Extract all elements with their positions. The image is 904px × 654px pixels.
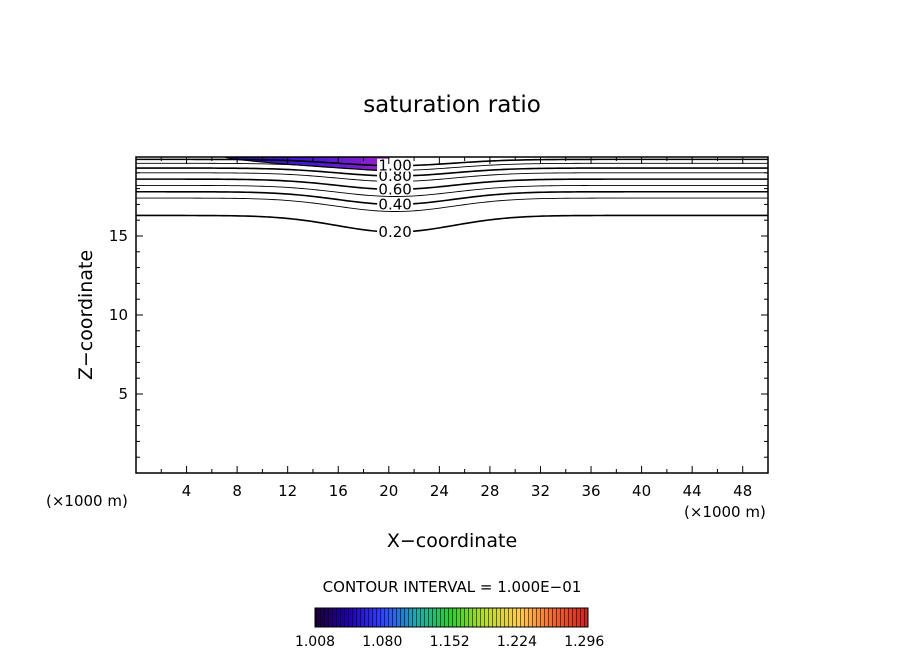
contour-label: 0.40 (378, 195, 411, 213)
x-tick-label: 32 (531, 482, 550, 500)
x-tick-label: 4 (182, 482, 192, 500)
x-tick-label: 8 (232, 482, 242, 500)
x-tick-label: 28 (480, 482, 499, 500)
contour-interval-text: CONTOUR INTERVAL = 1.000E−01 (323, 578, 582, 596)
x-tick-label: 48 (733, 482, 752, 500)
colorbar-label: 1.152 (430, 634, 470, 650)
contour-label-bg (377, 225, 414, 239)
contour-labels: 0.200.400.600.801.00 (377, 157, 414, 241)
y-tick-label: 5 (118, 385, 128, 403)
contour-label-bg (377, 182, 414, 196)
y-axis-label: Z−coordinate (75, 250, 97, 380)
colorbar-label: 1.296 (564, 634, 604, 650)
colorbar-label: 1.224 (497, 634, 537, 650)
y-axis-ticks: 5 10 15 (109, 172, 768, 458)
x-tick-label: 16 (329, 482, 348, 500)
contour-line (136, 184, 768, 197)
x-unit-left: (×1000 m) (46, 492, 128, 510)
colorbar-label: 1.008 (295, 634, 335, 650)
y-tick-label: 15 (109, 227, 128, 245)
contour-label: 1.00 (378, 157, 411, 175)
contour-line (136, 197, 768, 212)
x-tick-label: 44 (683, 482, 702, 500)
x-tick-label: 36 (581, 482, 600, 500)
contour-line (136, 172, 768, 182)
contour-lines (136, 158, 768, 233)
x-tick-label: 24 (430, 482, 449, 500)
colorbar-label: 1.080 (362, 634, 402, 650)
x-axis-ticks: 4 8 12 16 20 24 28 32 36 40 44 48 (160, 157, 752, 500)
contour-line (136, 178, 768, 191)
x-unit-right: (×1000 m) (684, 503, 766, 521)
contour-label-bg (377, 168, 414, 182)
plot-frame (135, 156, 769, 474)
contour-line (136, 167, 768, 177)
contour-line (136, 162, 768, 171)
contour-label: 0.20 (378, 223, 411, 241)
x-tick-label: 20 (379, 482, 398, 500)
x-axis-label: X−coordinate (387, 530, 517, 552)
colorbar-labels: 1.008 1.080 1.152 1.224 1.296 (295, 634, 604, 650)
chart-title: saturation ratio (363, 92, 541, 118)
contour-line (136, 190, 768, 206)
x-tick-label: 40 (632, 482, 651, 500)
contour-line (136, 158, 768, 167)
contour-label-bg (377, 197, 414, 211)
colorbar-stripes (315, 608, 588, 627)
contour-label-bg (377, 158, 414, 172)
x-tick-label: 12 (278, 482, 297, 500)
y-tick-label: 10 (109, 306, 128, 324)
contour-label: 0.60 (378, 180, 411, 198)
contour-line (136, 214, 768, 233)
